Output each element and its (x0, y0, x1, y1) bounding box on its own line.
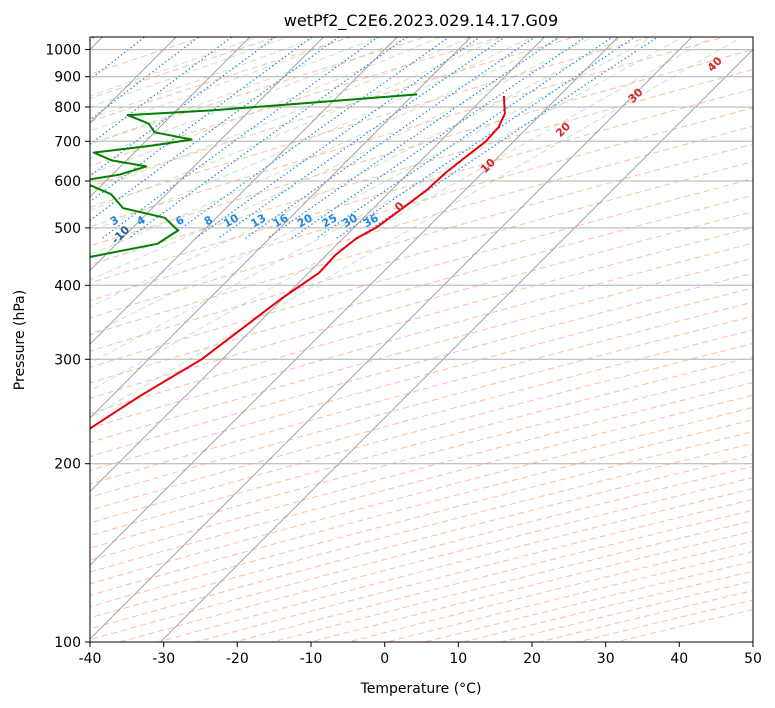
moist-adiabat-line (90, 37, 472, 192)
isotherm-line (90, 37, 325, 272)
dry-adiabat-line (90, 329, 753, 511)
dry-adiabat-line (90, 257, 753, 443)
y-tick-label: 600 (54, 174, 81, 190)
moist-adiabat-line (90, 37, 654, 336)
profile-series (90, 93, 506, 430)
y-tick-label: 500 (54, 221, 81, 237)
x-tick-label: 30 (597, 651, 615, 667)
y-tick-label: 200 (54, 457, 81, 473)
x-tick-label: 50 (744, 651, 762, 667)
x-tick-label: -30 (152, 651, 175, 667)
dry-adiabat-line (90, 382, 753, 561)
dry-adiabat-line (90, 37, 353, 123)
plot-frame (89, 36, 754, 643)
moist-adiabats (90, 37, 743, 419)
dry-adiabat-line (90, 37, 727, 228)
mixing-ratio-line (291, 37, 587, 239)
y-tick-label: 100 (54, 635, 81, 651)
isotherm-line (90, 37, 619, 566)
y-axis-ticks: 100 200 300 400 500 600 700 800 900 1000 (45, 43, 90, 651)
y-tick-label: 1000 (45, 43, 81, 59)
temperature-profile-line (90, 95, 506, 430)
mixing-ratio-line (101, 37, 379, 239)
x-tick-label: -40 (79, 651, 102, 667)
y-tick-label: 300 (54, 352, 81, 368)
x-tick-label: 40 (670, 651, 688, 667)
dry-adiabat-line (90, 394, 753, 573)
y-tick-label: 700 (54, 134, 81, 150)
moist-adiabat-line (90, 37, 411, 159)
dry-adiabat-line (90, 37, 577, 188)
dry-adiabat-line (90, 369, 753, 549)
isotherm-line (90, 37, 472, 419)
mixing-ratio-line (195, 37, 482, 239)
isotherm-line (90, 37, 693, 640)
dry-adiabat-line (90, 342, 753, 524)
mixing-ratio-line (315, 37, 614, 239)
dry-adiabat-line (90, 37, 652, 208)
moist-adiabat-line (90, 37, 684, 364)
moist-adiabat-line (90, 37, 350, 132)
mixing-ratio-line (336, 37, 637, 239)
dewpoint-profile-line (90, 93, 418, 258)
chart-title: wetPf2_C2E6.2023.029.14.17.G09 (284, 11, 558, 31)
x-tick-label: 20 (523, 651, 541, 667)
y-tick-label: 400 (54, 278, 81, 294)
moist-adiabat-line (90, 37, 743, 419)
x-axis-label: Temperature (°C) (360, 681, 482, 697)
dry-adiabat-line (90, 226, 753, 414)
isotherm-line (90, 37, 398, 345)
mixing-ratio-line (90, 37, 340, 222)
dry-adiabat-line (90, 178, 753, 368)
moist-adiabat-line (90, 37, 503, 211)
dry-adiabats (90, 37, 753, 642)
mixing-ratio-line (267, 37, 560, 239)
dry-adiabat-line (90, 37, 428, 145)
mixing-ratio-lines (90, 37, 659, 239)
x-axis-ticks: -40 -30 -20 -10 0 10 20 30 40 50 (79, 642, 762, 667)
y-axis-label: Pressure (hPa) (12, 290, 28, 390)
dry-adiabat-line (90, 315, 753, 498)
moist-adiabat-line (90, 37, 381, 145)
mixing-ratio-line (166, 37, 451, 239)
mixing-ratio-line (217, 37, 506, 239)
mixing-ratio-line (90, 37, 233, 146)
isotherm-line (90, 37, 546, 493)
y-tick-label: 800 (54, 100, 81, 116)
plot-area: 0.10.20.40.611.52346810131620253036-100-… (90, 37, 753, 642)
y-tick-label: 900 (54, 70, 81, 86)
dry-adiabat-line (90, 211, 753, 399)
dry-adiabat-line (90, 272, 753, 458)
x-tick-label: 0 (380, 651, 389, 667)
dry-adiabat-line (90, 287, 753, 471)
mixing-ratio-line (245, 37, 536, 239)
moist-adiabat-line (90, 37, 624, 308)
dry-adiabat-line (90, 143, 753, 336)
moist-adiabat-line (90, 37, 594, 281)
dry-adiabat-line (90, 68, 753, 266)
x-tick-label: -10 (300, 651, 323, 667)
dry-adiabat-line (90, 49, 753, 247)
moist-adiabat-line (90, 37, 533, 232)
x-tick-label: -20 (226, 651, 249, 667)
x-tick-label: 10 (449, 651, 467, 667)
dry-adiabat-line (90, 107, 753, 302)
isotherm-line (159, 48, 753, 642)
